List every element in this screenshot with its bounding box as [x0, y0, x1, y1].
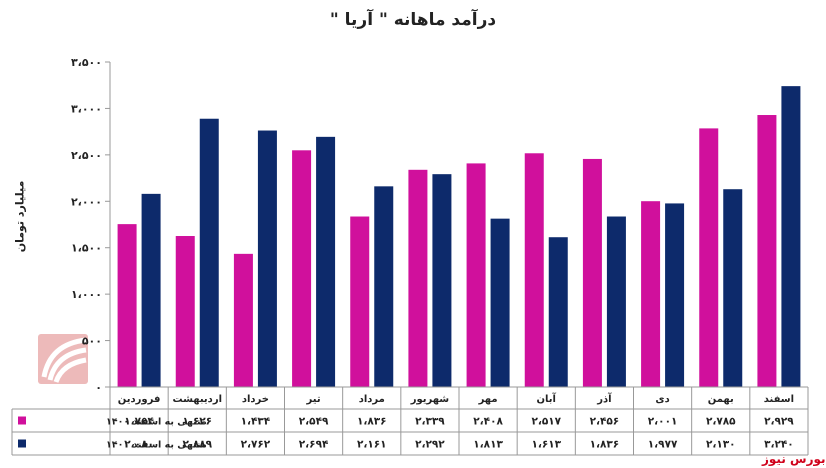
category-label: فروردین	[118, 394, 161, 405]
data-value-cell: ۱،۹۷۷	[648, 439, 678, 451]
y-tick-label: ۱،۰۰۰	[71, 288, 102, 301]
bar-series-1400	[408, 169, 428, 387]
legend-swatch	[18, 416, 26, 425]
bar-series-1401	[199, 118, 219, 387]
legend-swatch	[18, 439, 26, 448]
bar-series-1400	[233, 253, 253, 387]
data-value-cell: ۲،۱۳۰	[706, 439, 736, 451]
data-value-cell: ۲،۲۹۲	[415, 439, 445, 451]
bar-series-1400	[466, 163, 486, 387]
bar-series-1400	[699, 128, 719, 387]
y-tick-label: ۳،۰۰۰	[71, 102, 102, 115]
category-label: مرداد	[359, 394, 385, 405]
axis-layer: ۰ ۵۰۰ ۱،۰۰۰ ۱،۵۰۰ ۲،۰۰۰ ۲،۵۰۰ ۳،۰۰۰ ۳،۵۰۰	[71, 56, 111, 394]
data-value-cell: ۳،۲۴۰	[764, 439, 794, 451]
bar-series-1401	[374, 186, 394, 387]
data-value-cell: ۲،۸۸۹	[182, 439, 212, 451]
bar-series-1401	[432, 174, 452, 387]
data-value-cell: ۱،۸۳۶	[590, 439, 620, 451]
bar-series-1400	[641, 201, 661, 387]
bar-series-1401	[548, 237, 568, 387]
bar-series-1400	[175, 236, 195, 387]
y-tick-label: ۲،۰۰۰	[71, 195, 102, 208]
category-label: خرداد	[242, 394, 269, 405]
data-value-cell: ۲،۷۸۵	[706, 416, 736, 428]
data-value-cell: ۲،۶۹۴	[299, 439, 329, 451]
legend-label: منتهی به اسفند ۱۴۰۰	[106, 417, 207, 428]
bar-series-1401	[781, 86, 801, 388]
bourse-news-logo	[38, 334, 88, 384]
bar-series-1400	[524, 153, 544, 387]
data-value-cell: ۲،۰۰۱	[648, 416, 678, 428]
legend-label: منتهی به اسفند ۱۴۰۱	[106, 440, 207, 451]
y-tick-label: ۰	[95, 381, 102, 394]
bar-series-1400	[117, 224, 137, 387]
chart-title: درآمد ماهانه " آریا "	[329, 10, 497, 30]
bar-series-1400	[350, 216, 370, 387]
data-value-cell: ۱،۴۳۴	[241, 416, 271, 428]
bar-series-1400	[582, 158, 602, 387]
brand-label: بورس نیوز	[762, 452, 826, 466]
bar-series-1400	[292, 150, 312, 387]
category-label: اردیبهشت	[172, 394, 222, 405]
category-label: اسفند	[764, 394, 794, 405]
bars-layer	[117, 86, 801, 388]
bar-series-1401	[141, 193, 161, 387]
bar-series-1401	[257, 130, 277, 387]
data-value-cell: ۱،۷۵۴	[124, 416, 154, 428]
category-label: مهر	[478, 394, 498, 405]
bar-series-1400	[757, 115, 777, 388]
data-value-cell: ۲،۰۸۰	[124, 439, 154, 451]
bar-series-1401	[316, 136, 336, 387]
bar-series-1401	[723, 189, 743, 387]
category-label: تیر	[306, 394, 321, 405]
bar-series-1401	[665, 203, 685, 387]
data-value-cell: ۱،۶۲۶	[182, 416, 212, 428]
category-label: بهمن	[708, 394, 734, 405]
data-value-cell: ۲،۵۱۷	[531, 416, 561, 428]
category-label: دی	[655, 394, 669, 405]
data-value-cell: ۱،۸۳۶	[357, 416, 387, 428]
data-value-cell: ۲،۹۲۹	[764, 416, 794, 428]
data-value-cell: ۲،۴۰۸	[473, 416, 503, 428]
bar-series-1401	[606, 216, 626, 387]
data-value-cell: ۲،۳۳۹	[415, 416, 445, 428]
y-tick-label: ۳،۵۰۰	[71, 56, 102, 69]
y-tick-label: ۲،۵۰۰	[71, 149, 102, 162]
category-label: آذر	[596, 392, 612, 405]
data-value-cell: ۱،۸۱۳	[473, 439, 503, 451]
category-label: آبان	[537, 392, 557, 405]
data-value-cell: ۲،۷۶۲	[241, 439, 271, 451]
data-value-cell: ۲،۵۴۹	[299, 416, 329, 428]
bar-series-1401	[490, 218, 510, 387]
data-value-cell: ۲،۱۶۱	[357, 439, 387, 451]
data-value-cell: ۱،۶۱۳	[531, 439, 561, 451]
data-value-cell: ۲،۴۵۶	[590, 416, 620, 428]
y-tick-label: ۵۰۰	[82, 335, 102, 348]
data-table: فروردین اردیبهشت خرداد تیر مرداد شهریور مهر آبا…	[11, 386, 809, 456]
y-tick-label: ۱،۵۰۰	[71, 242, 102, 255]
category-label: شهریور	[410, 394, 450, 405]
